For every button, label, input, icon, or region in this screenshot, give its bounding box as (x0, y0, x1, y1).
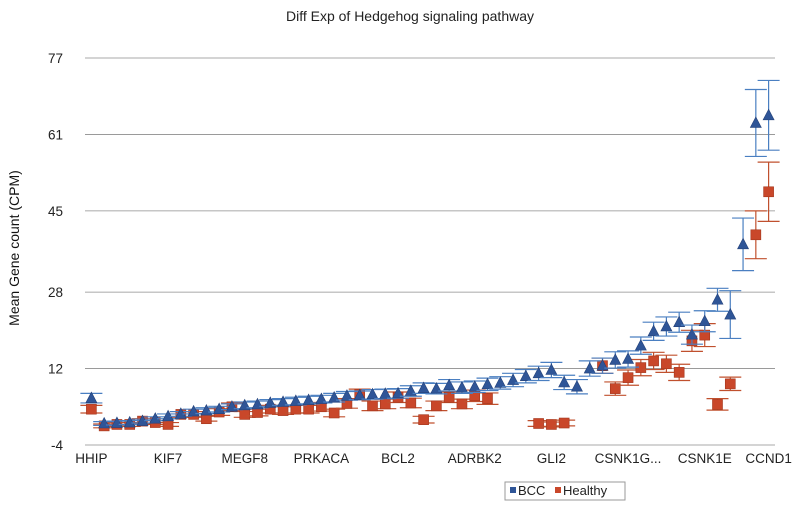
bcc-point (174, 407, 187, 419)
healthy-point (86, 403, 97, 415)
bcc-point (302, 393, 315, 405)
bcc-point (443, 378, 456, 391)
y-tick-label: 28 (48, 285, 63, 300)
healthy-point (405, 397, 417, 409)
healthy-point (431, 400, 442, 412)
bcc-point (353, 388, 366, 401)
x-tick-label: BCL2 (381, 451, 415, 466)
bcc-point (85, 391, 98, 403)
x-tick-label: CCND1 (745, 451, 792, 466)
healthy-point (443, 391, 455, 403)
bcc-point (455, 381, 468, 393)
chart-title: Diff Exp of Hedgehog signaling pathway (286, 8, 534, 24)
bcc-point (634, 338, 647, 351)
healthy-point (328, 407, 340, 419)
healthy-point (546, 419, 557, 430)
legend-bcc-swatch (510, 487, 516, 493)
y-tick-label: -4 (51, 438, 63, 453)
healthy-point (622, 372, 634, 383)
healthy-point (648, 355, 659, 367)
healthy-point (712, 399, 723, 410)
x-tick-label: MEGF8 (221, 451, 268, 466)
x-tick-label: PRKACA (294, 451, 350, 466)
bcc-point (660, 319, 673, 332)
bcc-point (417, 381, 430, 393)
healthy-point (482, 393, 493, 404)
y-tick-label: 77 (48, 51, 63, 66)
bcc-point (468, 380, 481, 392)
legend-frame (504, 481, 626, 501)
plot-area (80, 79, 780, 432)
bcc-point (366, 387, 379, 400)
healthy-point (763, 186, 774, 198)
healthy-point (456, 398, 468, 410)
healthy-point (558, 417, 570, 429)
legend: BCC Healthy (504, 481, 626, 501)
healthy-point (673, 367, 685, 378)
bcc-point (685, 327, 698, 340)
bcc-point (481, 377, 494, 390)
legend-healthy-label: Healthy (563, 483, 608, 498)
bcc-point (289, 394, 302, 406)
bcc-point (532, 366, 545, 379)
bcc-point (545, 363, 558, 375)
bcc-point (315, 392, 328, 404)
x-axis-ticks: HHIP KIF7 MEGF8 PRKACA BCL2 ADRBK2 GLI2 CSNK1G.… (75, 451, 792, 466)
bcc-point (622, 352, 635, 364)
healthy-point (367, 400, 378, 412)
bcc-point (737, 237, 750, 250)
bcc-point (698, 314, 711, 327)
healthy-point (239, 409, 251, 420)
bcc-point (340, 389, 353, 401)
y-axis-label: Mean Gene count (CPM) (6, 170, 22, 326)
bcc-point (392, 386, 405, 399)
bcc-point (724, 307, 737, 320)
bcc-point (583, 361, 596, 374)
bcc-point (762, 108, 775, 121)
bcc-point (647, 324, 660, 337)
x-tick-label: ADRBK2 (448, 451, 502, 466)
y-tick-label: 61 (48, 127, 63, 142)
healthy-point (277, 405, 289, 416)
bcc-point (149, 412, 162, 424)
healthy-point (303, 403, 314, 415)
healthy-point (533, 418, 544, 429)
x-tick-label: HHIP (75, 451, 107, 466)
gridlines (85, 57, 775, 446)
bcc-point (213, 402, 226, 414)
x-tick-label: GLI2 (537, 451, 566, 466)
legend-healthy-swatch (555, 487, 561, 493)
legend-bcc-label: BCC (518, 483, 545, 498)
bcc-point (673, 315, 686, 328)
bcc-point (558, 375, 571, 388)
bcc-point (609, 353, 622, 365)
healthy-point (609, 383, 621, 394)
y-tick-label: 12 (48, 362, 63, 377)
bcc-point (494, 376, 507, 388)
bcc-point (519, 369, 532, 382)
bcc-point (507, 373, 520, 385)
series-bcc (80, 79, 780, 429)
x-tick-label: KIF7 (154, 451, 183, 466)
bcc-point (711, 293, 724, 305)
bcc-point (123, 415, 136, 428)
healthy-point (750, 229, 762, 241)
y-axis-ticks: -4 12 28 45 61 77 (48, 51, 64, 453)
x-tick-label: CSNK1G... (595, 451, 662, 466)
healthy-point (379, 398, 391, 410)
y-tick-label: 45 (48, 204, 63, 219)
x-tick-label: CSNK1E (678, 451, 732, 466)
bcc-point (379, 387, 392, 399)
bcc-point (749, 116, 762, 128)
series-healthy (80, 161, 780, 432)
bcc-point (570, 380, 583, 392)
healthy-point (724, 378, 736, 390)
bcc-point (162, 409, 175, 422)
healthy-point (418, 414, 429, 425)
bcc-point (277, 395, 290, 407)
